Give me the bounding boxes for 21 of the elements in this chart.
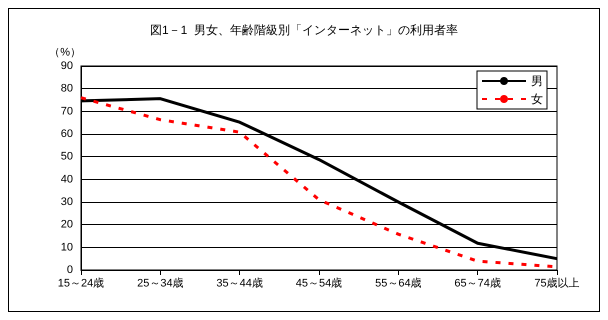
- y-tick-label: 70: [60, 105, 73, 118]
- y-tick-label: 60: [60, 128, 73, 140]
- y-tick-label: 50: [60, 150, 73, 163]
- y-tick-label: 10: [60, 241, 73, 254]
- x-tick-label: 75歳以上: [534, 276, 580, 290]
- y-tick-label: 0: [66, 264, 73, 276]
- y-tick-label: 20: [60, 218, 73, 231]
- x-tick-label: 25～34歳: [137, 276, 184, 290]
- y-tick-label: 40: [60, 173, 73, 186]
- x-tick-label: 35～44歳: [216, 276, 263, 290]
- y-tick-label: 80: [60, 82, 73, 95]
- y-tick-label: 30: [60, 196, 73, 208]
- x-tick-label: 15～24歳: [58, 276, 104, 290]
- x-tick-label: 55～64歳: [375, 276, 422, 290]
- x-tick-label: 45～54歳: [296, 276, 342, 290]
- y-axis-title: （%）: [49, 46, 81, 58]
- legend-label: 女: [531, 92, 543, 106]
- y-tick-label: 90: [60, 60, 73, 72]
- x-tick-label: 65～74歳: [454, 276, 501, 290]
- chart-title: 図1－1 男女、年齢階級別「インターネット」の利用者率: [150, 23, 458, 37]
- legend-label: 男: [531, 74, 543, 88]
